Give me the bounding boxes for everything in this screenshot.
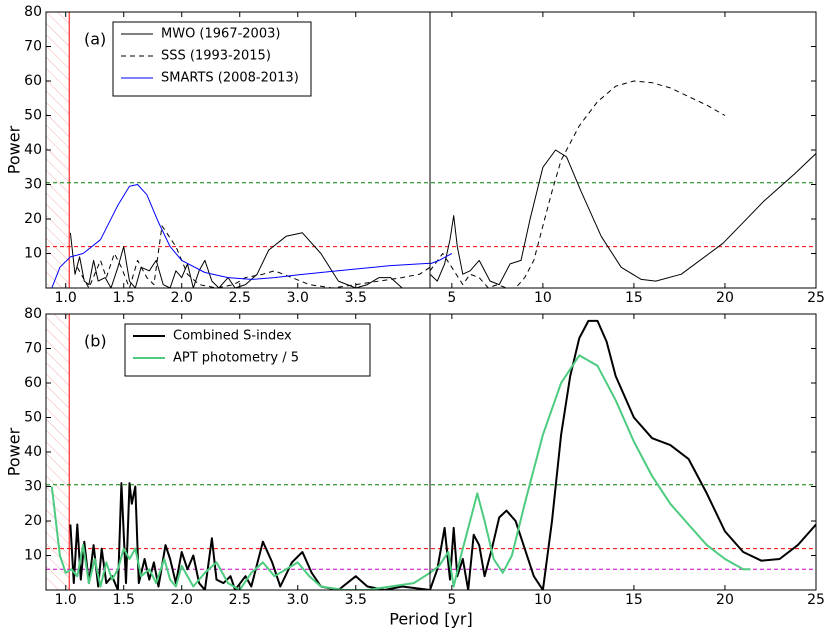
y-tick-label: 50 bbox=[24, 108, 42, 124]
x-tick-label: 1.5 bbox=[113, 592, 135, 608]
x-tick-label: 15 bbox=[625, 290, 643, 306]
x-tick-label: 20 bbox=[716, 290, 734, 306]
legend-label: MWO (1967-2003) bbox=[161, 27, 280, 42]
y-tick-label: 10 bbox=[24, 246, 42, 262]
y-tick-label: 70 bbox=[24, 39, 42, 55]
x-tick-label: 10 bbox=[534, 290, 552, 306]
y-tick-label: 60 bbox=[24, 375, 42, 391]
series-line bbox=[429, 80, 726, 288]
x-axis-label: Period [yr] bbox=[389, 610, 473, 629]
y-tick-label: 80 bbox=[24, 306, 42, 322]
series-line bbox=[429, 149, 816, 286]
legend-label: Combined S-index bbox=[173, 329, 292, 344]
y-tick-label: 50 bbox=[24, 410, 42, 426]
series-line bbox=[429, 253, 453, 265]
series-line bbox=[429, 354, 751, 588]
y-tick-label: 40 bbox=[24, 142, 42, 158]
series-line bbox=[69, 482, 431, 590]
legend-label: SMARTS (2008-2013) bbox=[161, 71, 299, 86]
x-tick-label: 2.0 bbox=[171, 592, 193, 608]
y-tick-label: 30 bbox=[24, 177, 42, 193]
x-tick-label: 3.0 bbox=[287, 592, 309, 608]
x-tick-label: 3.5 bbox=[345, 290, 367, 306]
panel-label: (a) bbox=[84, 30, 106, 49]
y-axis-label: Power bbox=[5, 125, 24, 174]
y-tick-label: 70 bbox=[24, 341, 42, 357]
x-tick-label: 1.5 bbox=[113, 290, 135, 306]
x-tick-label: 2.5 bbox=[229, 592, 251, 608]
x-tick-label: 2.5 bbox=[229, 290, 251, 306]
x-tick-label: 5 bbox=[447, 290, 456, 306]
legend-label: SSS (1993-2015) bbox=[161, 49, 271, 64]
x-tick-label: 25 bbox=[807, 592, 825, 608]
y-tick-label: 20 bbox=[24, 513, 42, 529]
y-tick-label: 80 bbox=[24, 4, 42, 20]
x-tick-label: 3.0 bbox=[287, 290, 309, 306]
series-line bbox=[51, 184, 431, 288]
y-tick-label: 10 bbox=[24, 548, 42, 564]
series-line bbox=[76, 225, 431, 288]
legend-box bbox=[124, 323, 371, 377]
x-tick-label: 15 bbox=[625, 592, 643, 608]
y-tick-label: 30 bbox=[24, 479, 42, 495]
series-line bbox=[429, 319, 816, 590]
y-tick-label: 20 bbox=[24, 211, 42, 227]
x-tick-label: 3.5 bbox=[345, 592, 367, 608]
x-tick-label: 5 bbox=[447, 592, 456, 608]
x-tick-label: 10 bbox=[534, 592, 552, 608]
x-tick-label: 20 bbox=[716, 592, 734, 608]
y-axis-label: Power bbox=[5, 427, 24, 476]
panel-label: (b) bbox=[84, 332, 107, 351]
legend-label: APT photometry / 5 bbox=[173, 351, 299, 366]
x-tick-label: 2.0 bbox=[171, 290, 193, 306]
x-tick-label: 25 bbox=[807, 290, 825, 306]
x-tick-label: 1.0 bbox=[55, 592, 77, 608]
y-tick-label: 60 bbox=[24, 73, 42, 89]
x-tick-label: 1.0 bbox=[55, 290, 77, 306]
series-line bbox=[69, 232, 430, 288]
y-tick-label: 40 bbox=[24, 444, 42, 460]
series-line bbox=[50, 486, 431, 590]
